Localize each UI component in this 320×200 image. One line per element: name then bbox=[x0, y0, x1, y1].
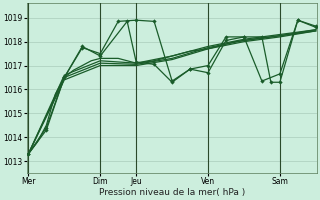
X-axis label: Pression niveau de la mer( hPa ): Pression niveau de la mer( hPa ) bbox=[99, 188, 245, 197]
